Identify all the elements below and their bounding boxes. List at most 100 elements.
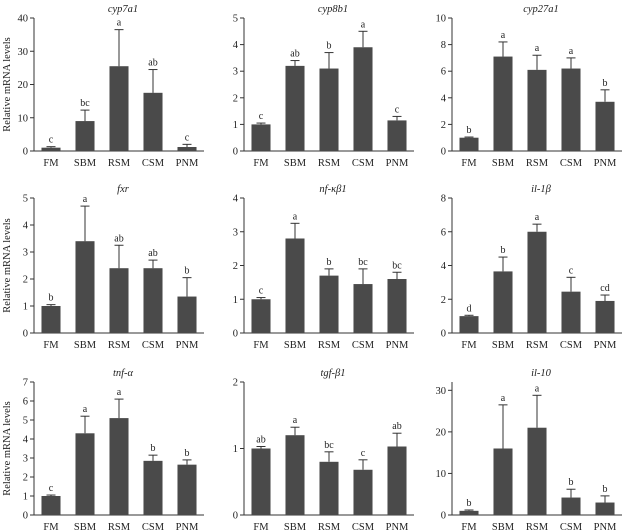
y-tick-label: 3 — [23, 248, 28, 259]
bar-rsm — [527, 231, 547, 333]
bar-fm — [251, 299, 271, 333]
significance-letter: b — [603, 484, 608, 495]
bar-rsm — [109, 418, 129, 515]
panel-5: il-1β 0 2 4 6 8 d FM b SBM a RSM c CSM cd PNM — [441, 184, 622, 351]
bar-csm — [561, 497, 581, 515]
bar-fm — [41, 306, 61, 333]
y-tick-label: 10 — [18, 113, 29, 124]
x-tick-label: CSM — [142, 522, 165, 531]
bar-csm — [353, 284, 373, 333]
x-tick-label: SBM — [284, 522, 307, 531]
y-tick-label: 0 — [233, 329, 238, 340]
significance-letter: a — [117, 18, 122, 29]
y-tick-label: 2 — [441, 120, 446, 131]
x-tick-label: PNM — [594, 158, 617, 169]
significance-letter: bc — [324, 440, 334, 451]
significance-letter: c — [49, 483, 54, 494]
bar-sbm — [285, 238, 305, 333]
bar-rsm — [527, 69, 547, 151]
y-tick-label: 1 — [23, 492, 28, 503]
significance-letter: a — [569, 46, 574, 57]
x-tick-label: FM — [461, 158, 477, 169]
significance-letter: b — [603, 78, 608, 89]
x-tick-label: SBM — [74, 158, 97, 169]
significance-letter: a — [83, 404, 88, 415]
panel-6: tnf-α Relative mRNA levels 0 1 2 3 4 5 6 7 c FM a SBM… — [2, 368, 204, 531]
y-tick-label: 0 — [233, 147, 238, 158]
panel-title: cyp8b1 — [318, 4, 348, 15]
bar-csm — [353, 469, 373, 515]
significance-letter: ab — [148, 248, 157, 259]
x-tick-label: RSM — [108, 340, 131, 351]
significance-letter: b — [467, 125, 472, 136]
bar-sbm — [75, 241, 95, 333]
x-tick-label: FM — [253, 522, 269, 531]
panel-8: il-10 0 10 20 30 b FM a SBM a RSM b CSM b PNM — [436, 368, 622, 531]
bar-sbm — [75, 433, 95, 515]
panel-4: nf-κβ1 0 1 2 3 4 c FM a SBM b RSM bc CSM bc PNM — [233, 184, 414, 351]
y-tick-label: 10 — [436, 469, 447, 480]
panel-title: il-1β — [531, 184, 552, 195]
x-tick-label: PNM — [176, 522, 199, 531]
x-tick-label: SBM — [492, 340, 515, 351]
y-tick-label: 4 — [23, 435, 29, 446]
significance-letter: a — [83, 194, 88, 205]
significance-letter: a — [535, 383, 540, 394]
bar-sbm — [285, 435, 305, 515]
panel-title: tgf-β1 — [320, 368, 345, 379]
significance-letter: d — [467, 303, 472, 314]
significance-letter: ab — [290, 49, 299, 60]
y-tick-label: 0 — [441, 147, 446, 158]
panel-1: cyp8b1 0 1 2 3 4 5 c FM ab SBM b RSM a CSM c PNM — [233, 4, 414, 169]
significance-letter: bc — [392, 260, 402, 271]
bar-sbm — [493, 271, 513, 333]
y-axis-label: Relative mRNA levels — [2, 37, 13, 132]
bar-csm — [561, 68, 581, 151]
significance-letter: b — [185, 448, 190, 459]
significance-letter: b — [501, 245, 506, 256]
x-tick-label: RSM — [318, 522, 341, 531]
x-tick-label: RSM — [526, 522, 549, 531]
x-tick-label: PNM — [594, 340, 617, 351]
y-tick-label: 6 — [441, 227, 446, 238]
bar-pnm — [595, 300, 615, 333]
y-tick-label: 1 — [23, 302, 28, 313]
significance-letter: b — [151, 443, 156, 454]
x-tick-label: RSM — [318, 158, 341, 169]
y-axis-label: Relative mRNA levels — [2, 401, 13, 496]
x-tick-label: FM — [43, 158, 59, 169]
y-tick-label: 4 — [233, 194, 239, 205]
x-tick-label: RSM — [108, 158, 131, 169]
x-tick-label: CSM — [352, 522, 375, 531]
bar-pnm — [177, 464, 197, 515]
x-tick-label: SBM — [492, 158, 515, 169]
bar-fm — [41, 496, 61, 515]
x-tick-label: RSM — [318, 340, 341, 351]
bar-sbm — [75, 121, 95, 151]
x-tick-label: FM — [253, 158, 269, 169]
y-tick-label: 5 — [23, 194, 28, 205]
y-tick-label: 5 — [233, 14, 238, 25]
y-tick-label: 4 — [23, 221, 29, 232]
significance-letter: b — [327, 257, 332, 268]
y-tick-label: 2 — [23, 275, 28, 286]
significance-letter: a — [535, 212, 540, 223]
x-tick-label: RSM — [108, 522, 131, 531]
panel-7: tgf-β1 0 1 2 ab FM a SBM bc RSM c CSM ab PNM — [233, 368, 414, 531]
x-tick-label: CSM — [560, 340, 583, 351]
x-tick-label: FM — [461, 522, 477, 531]
significance-letter: b — [49, 293, 54, 304]
panel-title: fxr — [117, 184, 130, 195]
significance-letter: c — [569, 265, 574, 276]
significance-letter: a — [117, 387, 122, 398]
y-tick-label: 6 — [23, 397, 28, 408]
panel-2: cyp27a1 0 2 4 6 8 10 b FM a SBM a RSM a CSM b PNM — [436, 4, 622, 169]
significance-letter: a — [501, 30, 506, 41]
significance-letter: a — [535, 43, 540, 54]
x-tick-label: FM — [43, 340, 59, 351]
significance-letter: c — [49, 135, 54, 146]
y-tick-label: 3 — [23, 454, 28, 465]
x-tick-label: CSM — [560, 522, 583, 531]
y-tick-label: 8 — [441, 194, 446, 205]
